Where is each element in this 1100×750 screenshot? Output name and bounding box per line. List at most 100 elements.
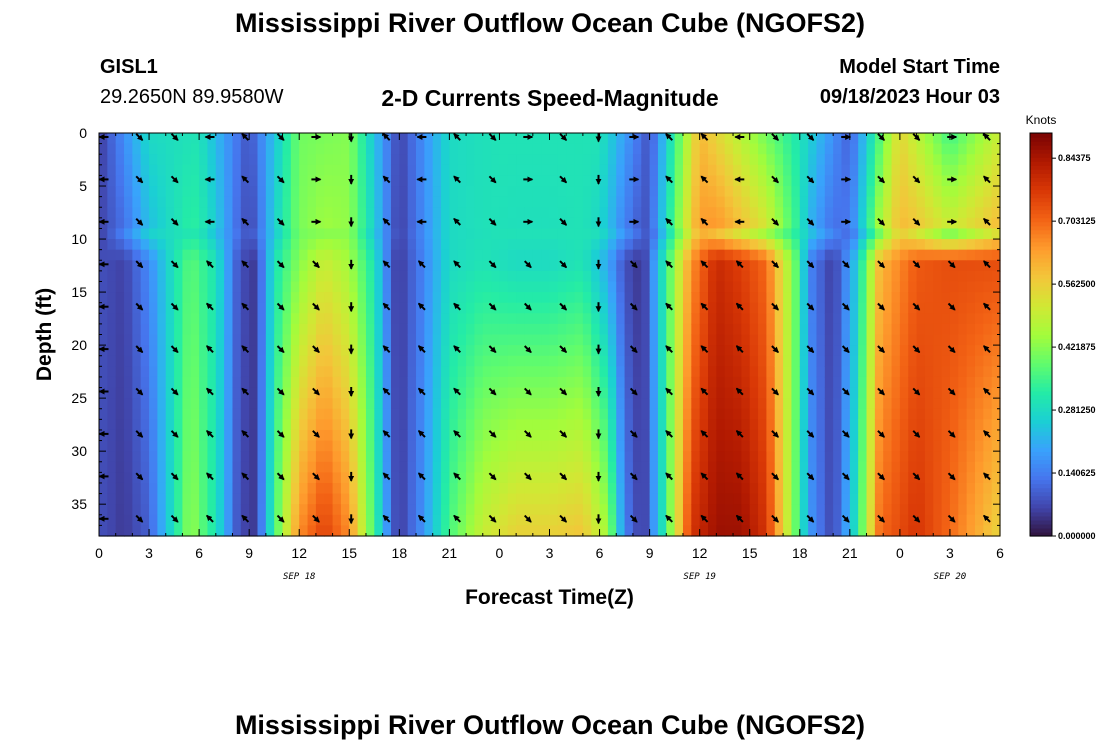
heatmap-cell	[899, 292, 909, 304]
heatmap-cell	[849, 154, 859, 166]
heatmap-cell	[691, 472, 701, 484]
heatmap-cell	[883, 419, 893, 431]
heatmap-cell	[516, 376, 526, 389]
heatmap-cell	[816, 239, 826, 251]
heatmap-cell	[983, 228, 993, 240]
heatmap-cell	[257, 281, 267, 293]
heatmap-cell	[833, 387, 843, 399]
colorbar-segment	[1030, 298, 1052, 303]
heatmap-cell	[466, 429, 476, 442]
heatmap-cell	[549, 196, 559, 208]
heatmap-cell	[516, 281, 526, 293]
heatmap-cell	[808, 376, 818, 389]
heatmap-cell	[215, 408, 225, 420]
heatmap-cell	[324, 207, 334, 219]
heatmap-cell	[941, 355, 951, 367]
heatmap-cell	[140, 260, 150, 272]
current-vector	[912, 260, 921, 269]
heatmap-cell	[641, 493, 651, 505]
heatmap-cell	[390, 270, 400, 283]
heatmap-cell	[566, 175, 576, 187]
heatmap-cell	[858, 334, 868, 346]
heatmap-cell	[749, 387, 759, 399]
heatmap-cell	[466, 451, 476, 463]
heatmap-cell	[974, 217, 984, 230]
heatmap-cell	[607, 217, 617, 230]
heatmap-cell	[324, 143, 334, 155]
heatmap-cell	[265, 514, 275, 526]
heatmap-cell	[174, 525, 184, 537]
current-vector	[947, 387, 956, 396]
heatmap-cell	[682, 472, 692, 484]
heatmap-cell	[115, 302, 125, 314]
heatmap-cell	[207, 461, 217, 473]
heatmap-cell	[724, 175, 734, 187]
heatmap-cell	[966, 143, 976, 155]
heatmap-cell	[482, 429, 492, 442]
heatmap-cell	[149, 376, 158, 389]
heatmap-cell	[599, 366, 609, 378]
heatmap-cell	[424, 207, 434, 219]
heatmap-cell	[249, 345, 259, 357]
heatmap-cell	[249, 207, 259, 219]
heatmap-cell	[983, 323, 993, 336]
heatmap-cell	[666, 143, 676, 155]
heatmap-cell	[699, 164, 709, 177]
heatmap-cell	[357, 387, 367, 399]
heatmap-cell	[841, 419, 851, 431]
heatmap-cell	[140, 302, 150, 314]
heatmap-cell	[282, 260, 292, 272]
heatmap-cell	[916, 482, 926, 495]
heatmap-cell	[858, 525, 868, 537]
heatmap-cell	[924, 419, 934, 431]
heatmap-cell	[941, 408, 951, 420]
heatmap-cell	[190, 292, 200, 304]
heatmap-cell	[390, 281, 400, 293]
heatmap-cell	[399, 217, 409, 230]
heatmap-cell	[349, 313, 359, 325]
heatmap-cell	[107, 376, 117, 389]
heatmap-cell	[357, 345, 367, 357]
heatmap-cell	[307, 270, 317, 283]
colorbar-tick-label: 0.421875	[1058, 342, 1096, 352]
heatmap-cell	[215, 313, 225, 325]
heatmap-cell	[674, 281, 684, 293]
heatmap-cell	[816, 292, 826, 304]
heatmap-cell	[324, 451, 334, 463]
heatmap-cell	[407, 461, 417, 473]
heatmap-cell	[691, 217, 701, 230]
heatmap-cell	[374, 207, 384, 219]
heatmap-cell	[941, 281, 951, 293]
heatmap-cell	[199, 154, 209, 166]
heatmap-cell	[491, 175, 501, 187]
x-tick-label: 6	[996, 545, 1004, 561]
heatmap-cell	[315, 493, 325, 505]
heatmap-cell	[390, 408, 400, 420]
heatmap-cell	[474, 302, 484, 314]
heatmap-cell	[741, 143, 751, 155]
heatmap-cell	[849, 419, 859, 431]
heatmap-cell	[441, 525, 450, 537]
heatmap-cell	[107, 429, 117, 442]
heatmap-cell	[566, 429, 576, 442]
heatmap-cell	[315, 366, 325, 378]
heatmap-cell	[315, 207, 325, 219]
heatmap-cell	[833, 260, 843, 272]
y-tick-label: 15	[71, 284, 87, 300]
heatmap-cell	[240, 504, 250, 516]
heatmap-cell	[299, 355, 309, 367]
heatmap-cell	[724, 217, 734, 230]
heatmap-cell	[340, 186, 350, 198]
heatmap-cell	[441, 217, 450, 230]
heatmap-cell	[849, 133, 859, 145]
heatmap-cell	[165, 419, 175, 431]
heatmap-cell	[124, 398, 133, 410]
heatmap-cell	[124, 334, 133, 346]
heatmap-cell	[641, 376, 651, 389]
heatmap-cell	[215, 292, 225, 304]
heatmap-cell	[507, 313, 517, 325]
heatmap-cell	[566, 323, 576, 336]
heatmap-cell	[641, 355, 651, 367]
heatmap-cell	[524, 281, 534, 293]
heatmap-cell	[599, 429, 609, 442]
